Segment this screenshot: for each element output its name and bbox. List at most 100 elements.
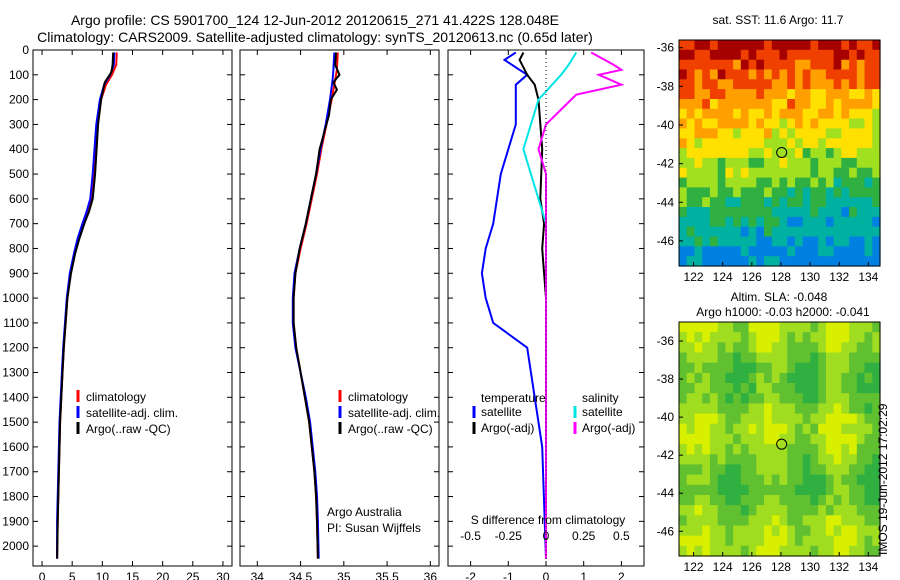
figure-title-line-1: Argo profile: CS 5901700_124 12-Jun-2012… xyxy=(70,12,560,28)
sla-map-cell xyxy=(864,383,873,394)
sla-map-cell xyxy=(833,433,842,445)
sla-map-cell xyxy=(825,393,835,404)
sst-map-cell xyxy=(725,59,734,71)
sla-map-cell xyxy=(849,352,858,364)
sst-map-cell xyxy=(779,177,788,188)
sla-map-cell xyxy=(802,474,811,486)
sst-map-cell xyxy=(825,99,835,110)
sst-map-cell xyxy=(740,197,750,208)
sla-map-cell xyxy=(725,403,734,415)
sla-map-cell xyxy=(802,413,811,425)
sst-map-cell xyxy=(740,40,750,51)
sla-map-cell xyxy=(841,352,850,364)
sla-map-cell xyxy=(725,525,734,537)
sst-map-cell xyxy=(694,108,703,120)
sst-map-cell xyxy=(756,49,765,61)
sla-map-cell xyxy=(802,525,811,537)
sst-map-cell xyxy=(740,246,750,257)
sla-map-cell xyxy=(756,413,765,425)
sla-map-cell xyxy=(833,525,842,537)
sla-map-cell xyxy=(779,515,788,527)
sst-map-heatmap xyxy=(679,40,881,267)
sst-map-cell xyxy=(764,128,773,139)
sst-map-cell xyxy=(872,187,881,198)
sla-map-cell xyxy=(679,474,688,486)
sst-map-cell xyxy=(764,226,773,238)
sla-map-cell xyxy=(787,464,796,476)
sla-map-cell xyxy=(702,525,711,537)
sst-map-cell xyxy=(795,138,804,149)
sst-map-cell xyxy=(810,236,819,247)
sla-map-cell xyxy=(818,362,827,374)
sla-map-cell xyxy=(779,525,788,537)
sst-map-cell xyxy=(756,59,765,71)
sla-map-cell xyxy=(810,484,819,496)
sla-map-cell xyxy=(849,393,858,404)
sla-map-cell xyxy=(833,372,842,384)
sst-map-cell xyxy=(856,118,866,129)
sst-map-cell xyxy=(779,128,788,139)
sst-map-frame xyxy=(678,39,881,267)
sla-map-cell xyxy=(748,484,757,496)
difference-legend-salinity-entry: satellite xyxy=(582,405,623,419)
sst-map-cell xyxy=(802,197,811,208)
sst-map-cell xyxy=(841,256,850,267)
difference-xtick-label: -1 xyxy=(503,570,514,580)
sst-map-cell xyxy=(771,167,781,179)
sst-map-cell xyxy=(849,128,858,139)
sst-map-cell xyxy=(787,99,796,110)
sst-map-cell xyxy=(709,108,719,120)
sst-map-cell xyxy=(717,79,726,90)
sla-map-cell xyxy=(818,372,827,384)
sst-map-cell xyxy=(825,207,835,218)
depth-tick-label: 100 xyxy=(9,68,29,82)
sst-map-cell xyxy=(679,118,688,129)
sla-map-cell xyxy=(802,495,811,506)
sla-map-cell xyxy=(756,342,765,354)
sst-map-cell xyxy=(872,108,881,120)
salinity-annotation: Argo Australia xyxy=(327,505,402,519)
temperature-xtick-label: 30 xyxy=(216,570,230,580)
temperature-xtick-label: 5 xyxy=(69,570,76,580)
sla-map-cell xyxy=(856,332,866,343)
sla-map-cell xyxy=(810,505,819,516)
sla-map-cell xyxy=(717,505,726,516)
sla-map-cell xyxy=(810,352,819,364)
sst-map-cell xyxy=(725,69,734,80)
sla-map-cell xyxy=(818,474,827,486)
sla-map-cell xyxy=(802,362,811,374)
sst-map-cell xyxy=(679,177,688,188)
sla-map-cell xyxy=(702,515,711,527)
sst-map-cell xyxy=(686,167,695,179)
sla-map-cell xyxy=(756,545,765,557)
sla-map-cell xyxy=(833,342,842,354)
sla-map-cell xyxy=(787,535,796,547)
sla-map-cell xyxy=(748,383,757,394)
sla-map-cell xyxy=(795,362,804,374)
sla-map-cell xyxy=(787,433,796,445)
sla-map-cell xyxy=(702,342,711,354)
sla-map-cell xyxy=(787,444,796,455)
sst-map-cell xyxy=(802,256,811,267)
sst-map-cell xyxy=(787,138,796,149)
sla-map-cell xyxy=(849,535,858,547)
sst-map-cell xyxy=(872,118,881,129)
sla-map-cell xyxy=(810,454,819,466)
sla-map-cell xyxy=(694,515,703,527)
sst-map-cell xyxy=(748,256,757,267)
sla-map-cell xyxy=(679,505,688,516)
sst-map-cell xyxy=(810,157,819,169)
sla-map-cell xyxy=(702,433,711,445)
sla-map-cell xyxy=(717,484,726,496)
sst-map-xtick-label: 132 xyxy=(829,270,849,284)
sst-map-cell xyxy=(787,207,796,218)
sla-map-cell xyxy=(686,515,695,527)
sla-map-cell xyxy=(818,545,827,557)
sst-map-cell xyxy=(702,157,711,169)
sst-map-cell xyxy=(802,128,811,139)
sla-map-cell xyxy=(717,474,726,486)
sla-map-cell xyxy=(686,383,695,394)
sst-map-cell xyxy=(779,256,788,267)
sla-map-cell xyxy=(818,464,827,476)
sst-map-cell xyxy=(771,236,781,247)
